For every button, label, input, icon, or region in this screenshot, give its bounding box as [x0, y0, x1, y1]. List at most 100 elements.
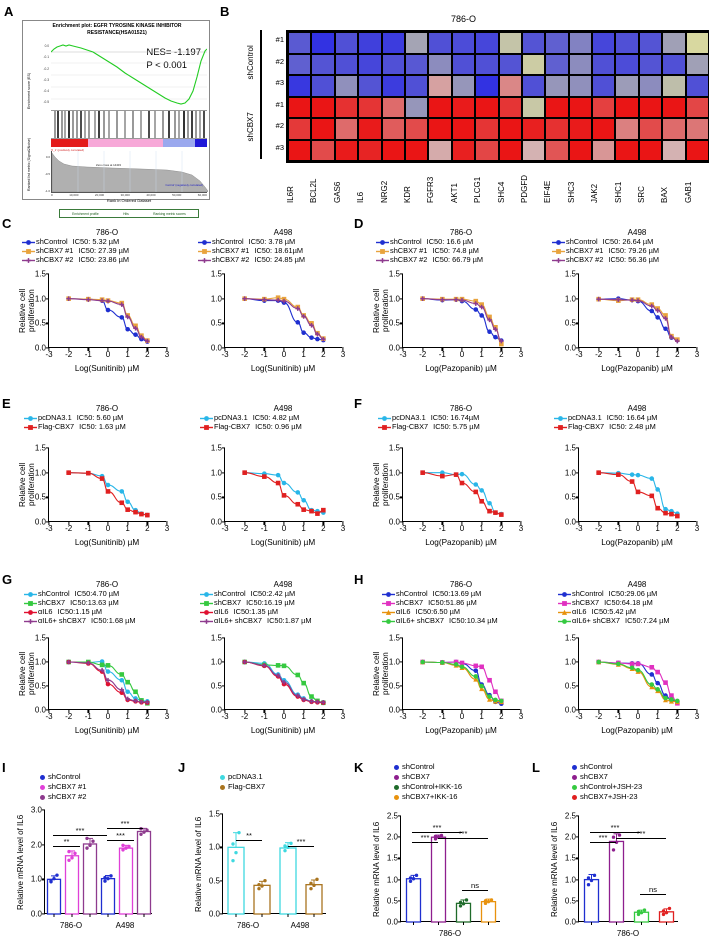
legend-marker-icon [24, 416, 37, 421]
subplot-title: A498 [273, 404, 293, 413]
x-tick-label: -2 [595, 712, 603, 721]
x-tick-label: 2 [145, 350, 150, 359]
x-tick-label: 2 [499, 524, 504, 533]
y-tick-label: 0.0 [564, 917, 576, 927]
panel-k: K shControl shCBX7 shControl+IKK-16 shCB… [352, 760, 530, 942]
heatmap-cell [521, 75, 546, 97]
legend-swatch [376, 247, 389, 256]
legend-series-name: shCBX7 [396, 598, 424, 607]
panel-l-label: L [532, 760, 540, 775]
x-tick-label: 2 [145, 712, 150, 721]
heatmap-cell [568, 96, 593, 118]
heatmap-cell [592, 118, 616, 140]
legend-marker-icon [552, 258, 565, 263]
significance-line [412, 832, 462, 833]
legend-series-name: αIL6 [214, 607, 229, 616]
legend-ic50: IC50:13.63 µM [70, 598, 119, 607]
plot-legend: shControl IC50: 3.78 µM shCBX7 #1 IC50: … [198, 237, 305, 265]
panel-j-label: J [178, 760, 186, 775]
significance-line [462, 890, 488, 891]
legend-label: shControl [580, 762, 613, 771]
x-axis-label: Log(Sunitinib) µM [74, 364, 140, 373]
legend-row: pcDNA3.1 IC50: 4.82 µM [200, 413, 302, 423]
y-tick-label: 0.0 [388, 343, 400, 353]
heatmap-cell [521, 32, 546, 54]
x-tick-label: -1 [614, 712, 622, 721]
significance-line [288, 846, 314, 847]
legend-series-name: shControl [212, 237, 244, 246]
x-tick-label: 0 [105, 350, 111, 359]
x-tick-label: 1 [479, 350, 484, 359]
heatmap-gene-label: PDGFD [520, 175, 529, 203]
x-axis-label: 786-O [616, 929, 640, 938]
legend-ic50: IC50:1.15 µM [57, 607, 103, 616]
legend-series-name: shControl [572, 589, 604, 598]
legend-row: shControl IC50: 16.6 µM [376, 237, 483, 247]
legend-series-name: shCBX7 [38, 598, 66, 607]
legend-row: shControl IC50: 5.32 µM [22, 237, 129, 247]
legend-series-name: αIL6+ shCBX7 [38, 616, 87, 625]
legend-series-name: shControl [390, 237, 422, 246]
legend-ic50: IC50: 79.26 µM [608, 246, 660, 255]
x-tick-label: -1 [614, 350, 622, 359]
legend-label: shCBX7 [402, 772, 430, 782]
heatmap-cell [288, 118, 312, 140]
significance-label: *** [420, 833, 430, 842]
y-tick-label: 0.5 [388, 681, 400, 691]
legend-row: Flag-CBX7 IC50: 1.63 µM [24, 422, 126, 432]
x-tick-label: -1 [84, 350, 92, 359]
legend-ic50: IC50:10.34 µM [449, 616, 498, 625]
x-axis-label: Log(Pazopanib) µM [425, 538, 497, 547]
x-tick-label: -2 [241, 712, 249, 721]
heatmap-cell [288, 75, 312, 97]
heatmap-gene-label: IL6R [286, 186, 295, 203]
heatmap-cell [358, 96, 382, 118]
bar [305, 884, 323, 915]
plot-area: 0.0 0.5 1.0 1.5 -3 -2 -1 0 1 2 3 [35, 634, 169, 722]
x-tick-label: -3 [221, 524, 229, 533]
plot-legend: shControl IC50:4.70 µM shCBX7 IC50:13.63… [24, 589, 136, 626]
legend-series-name: αIL6 [38, 607, 53, 616]
y-axis-label: Relative mRNA level of IL6 [372, 821, 381, 917]
panel-b-label: B [220, 4, 230, 19]
legend-row: Flag-CBX7 [220, 782, 265, 792]
y-tick-label: 0.5 [210, 681, 222, 691]
y-tick-label: 1.5 [388, 269, 400, 279]
bar [227, 846, 245, 915]
bar [583, 878, 600, 923]
heatmap-cell [662, 75, 686, 97]
legend-swatch [24, 608, 37, 617]
plot-area: 0.0 0.5 1.0 1.5 -3 -2 -1 0 1 2 3 [565, 634, 699, 722]
heatmap-cell [428, 96, 452, 118]
heatmap-cell [545, 53, 569, 75]
bar [136, 830, 152, 915]
heatmap-cell [662, 139, 686, 161]
heatmap-gene-label: SHC4 [496, 181, 506, 203]
legend-swatch [22, 256, 35, 265]
y-tick-label: 0.0 [388, 705, 400, 715]
gsea-nes-value: NES= -1.197 [146, 47, 201, 58]
heatmap-gene-label: JAK2 [590, 183, 600, 203]
plot-area: 0.0 0.5 1.0 1.5 -3 -2 -1 0 1 2 3 [565, 444, 699, 534]
plot-legend: pcDNA3.1 IC50: 4.82 µM Flag-CBX7 IC50: 0… [200, 413, 302, 432]
legend-marker-icon [24, 619, 37, 624]
legend-row: shControl [572, 762, 642, 772]
legend-row: Flag-CBX7 IC50: 0.96 µM [200, 422, 302, 432]
gsea-neg-label: 'control' (negatively correlated) [165, 183, 203, 187]
legend-row: shCBX7 #2 IC50: 66.79 µM [376, 255, 483, 265]
legend-series-name: Flag-CBX7 [568, 422, 605, 431]
subplot-title: 786-O [449, 404, 473, 413]
x-tick-label: -3 [221, 350, 229, 359]
legend-series-name: shControl [566, 237, 598, 246]
plot-area: 0.0 0.5 1.0 1.5 -3 -2 -1 0 1 2 3 [35, 444, 169, 534]
heatmap-cell [685, 96, 709, 118]
bar-legend: pcDNA3.1 Flag-CBX7 [220, 772, 265, 792]
legend-swatch [22, 247, 35, 256]
legend-marker-icon [200, 425, 213, 430]
x-tick-label: -2 [419, 350, 427, 359]
heatmap-cell [381, 53, 405, 75]
heatmap-cell [615, 53, 639, 75]
x-tick-label: -1 [84, 524, 92, 533]
legend-marker-icon [200, 592, 213, 597]
legend-dot-icon [572, 774, 577, 780]
